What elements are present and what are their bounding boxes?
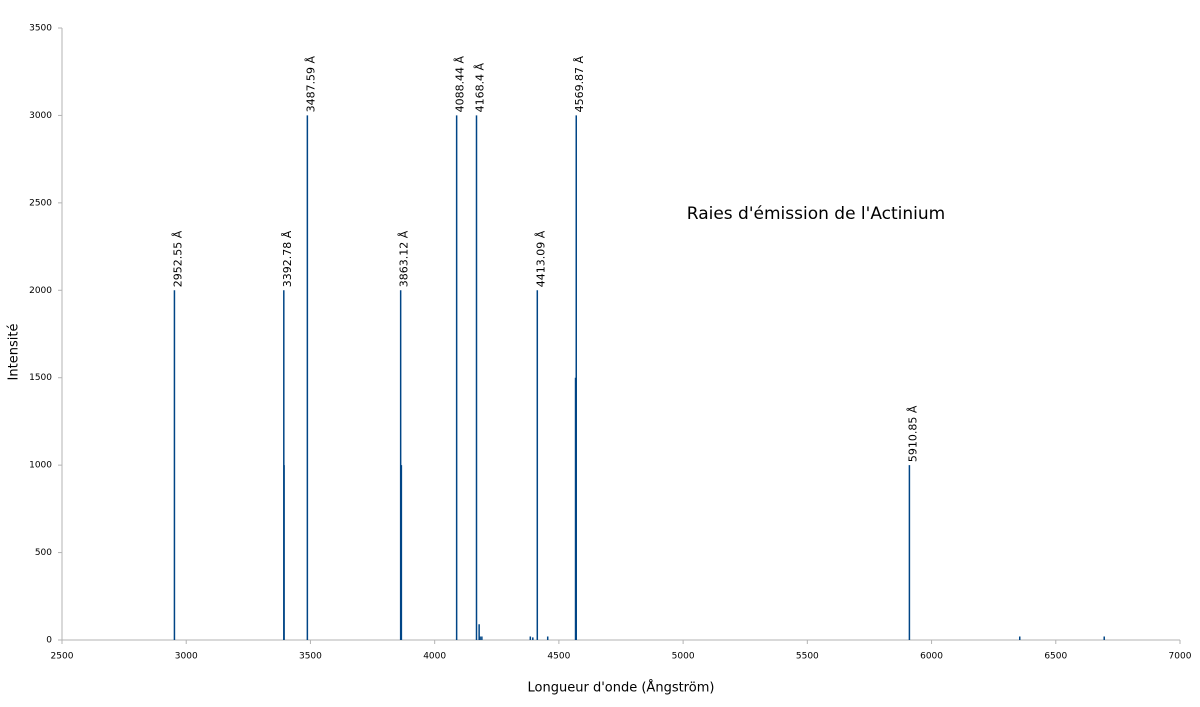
- x-tick-label: 3500: [299, 652, 322, 662]
- x-tick-label: 7000: [1169, 652, 1192, 662]
- line-label: 3863.12 Å: [398, 230, 411, 287]
- y-tick-label: 3500: [29, 24, 52, 34]
- x-tick-label: 5000: [672, 652, 695, 662]
- line-label: 4569.87 Å: [573, 55, 586, 112]
- line-label: 3487.59 Å: [304, 55, 317, 112]
- line-label: 3392.78 Å: [281, 230, 294, 287]
- x-tick-label: 5500: [796, 652, 819, 662]
- y-tick-label: 2000: [29, 286, 52, 296]
- line-label: 4088.44 Å: [454, 55, 467, 112]
- line-label: 5910.85 Å: [906, 405, 919, 462]
- x-tick-label: 2500: [51, 652, 74, 662]
- y-tick-label: 0: [46, 636, 52, 646]
- line-label: 4168.4 Å: [474, 62, 487, 112]
- x-tick-label: 4500: [547, 652, 570, 662]
- chart-title: Raies d'émission de l'Actinium: [687, 204, 945, 224]
- x-tick-label: 3000: [175, 652, 198, 662]
- y-axis-label: Intensité: [7, 324, 22, 381]
- x-tick-label: 6000: [920, 652, 943, 662]
- y-tick-label: 2500: [29, 198, 52, 208]
- y-tick-label: 1000: [29, 461, 52, 471]
- x-tick-label: 6500: [1044, 652, 1067, 662]
- y-tick-label: 1500: [29, 373, 52, 383]
- x-axis-label: Longueur d'onde (Ångström): [528, 680, 715, 696]
- line-label: 4413.09 Å: [534, 230, 547, 287]
- line-label: 2952.55 Å: [171, 230, 184, 287]
- y-tick-label: 500: [35, 548, 52, 558]
- x-tick-label: 4000: [423, 652, 446, 662]
- y-tick-label: 3000: [29, 111, 52, 121]
